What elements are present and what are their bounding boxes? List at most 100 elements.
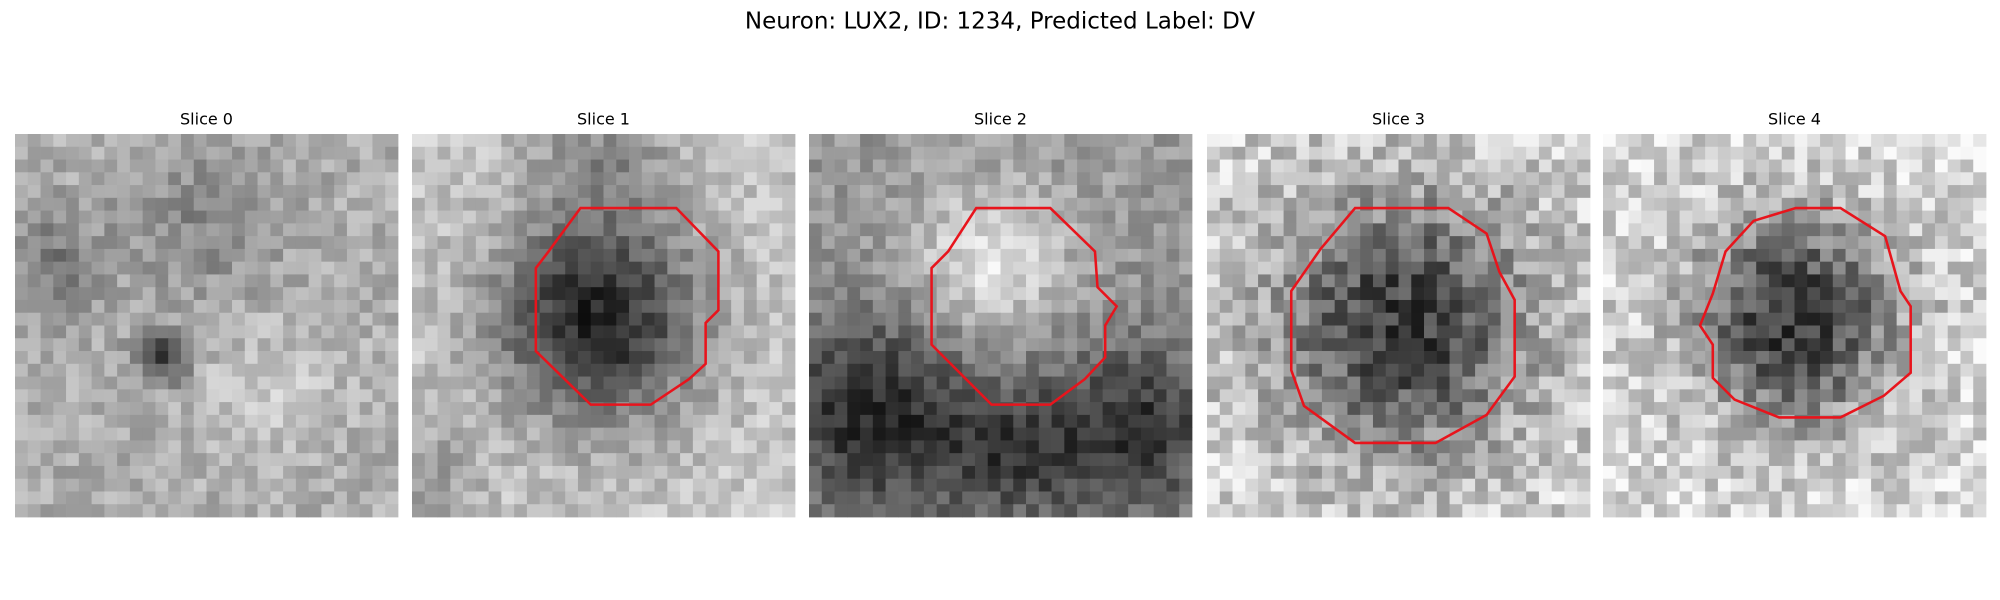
pixel bbox=[1475, 453, 1489, 467]
pixel bbox=[1026, 261, 1040, 275]
pixel bbox=[1883, 185, 1898, 199]
pixel bbox=[450, 146, 464, 160]
pixel bbox=[936, 414, 950, 429]
pixel bbox=[1258, 312, 1272, 326]
pixel bbox=[705, 427, 719, 441]
pixel bbox=[1475, 312, 1489, 326]
pixel bbox=[743, 478, 758, 492]
pixel bbox=[974, 185, 989, 199]
pixel bbox=[1321, 159, 1336, 173]
pixel bbox=[295, 223, 310, 237]
pixel bbox=[1705, 389, 1719, 403]
pixel bbox=[705, 172, 719, 186]
pixel bbox=[974, 427, 989, 441]
pixel bbox=[1475, 427, 1489, 441]
pixel bbox=[117, 236, 131, 250]
pixel bbox=[283, 338, 297, 352]
pixel bbox=[1245, 197, 1259, 211]
pixel bbox=[1411, 414, 1425, 429]
pixel bbox=[78, 504, 92, 518]
pixel bbox=[654, 504, 668, 518]
pixel bbox=[155, 146, 169, 160]
pixel bbox=[1679, 491, 1693, 505]
pixel bbox=[1232, 299, 1246, 314]
pixel bbox=[295, 440, 310, 454]
pixel bbox=[1219, 402, 1233, 416]
pixel bbox=[1628, 223, 1642, 237]
pixel bbox=[1781, 453, 1795, 467]
pixel bbox=[1845, 236, 1859, 250]
pixel bbox=[1577, 402, 1591, 416]
pixel bbox=[526, 223, 541, 237]
pixel bbox=[1730, 414, 1744, 429]
pixel bbox=[718, 146, 732, 160]
pixel bbox=[501, 146, 515, 160]
pixel bbox=[1411, 376, 1425, 390]
pixel bbox=[1896, 236, 1910, 250]
pixel bbox=[1000, 414, 1014, 429]
pixel bbox=[974, 351, 989, 365]
pixel bbox=[1909, 197, 1923, 211]
pixel bbox=[1960, 185, 1974, 199]
pixel bbox=[1628, 172, 1642, 186]
pixel bbox=[705, 159, 719, 173]
pixel bbox=[718, 363, 732, 377]
pixel bbox=[629, 325, 643, 339]
pixel bbox=[359, 197, 373, 211]
pixel bbox=[1577, 504, 1591, 518]
pixel bbox=[667, 159, 681, 173]
pixel bbox=[603, 210, 617, 224]
pixel bbox=[565, 146, 579, 160]
pixel bbox=[1577, 478, 1591, 492]
slice-image bbox=[1207, 134, 1591, 518]
pixel bbox=[1858, 287, 1872, 301]
pixel bbox=[1551, 414, 1565, 429]
pixel bbox=[769, 159, 783, 173]
pixel bbox=[1832, 351, 1846, 365]
pixel bbox=[1577, 274, 1591, 288]
pixel bbox=[424, 146, 438, 160]
pixel bbox=[104, 299, 118, 314]
pixel bbox=[1960, 248, 1974, 263]
pixel bbox=[1232, 134, 1246, 148]
pixel bbox=[565, 440, 579, 454]
pixel bbox=[1089, 146, 1104, 160]
pixel bbox=[219, 440, 233, 454]
pixel bbox=[1947, 274, 1961, 288]
pixel bbox=[40, 504, 54, 518]
pixel bbox=[987, 261, 1001, 275]
pixel bbox=[1500, 210, 1514, 224]
pixel bbox=[1064, 414, 1078, 429]
pixel bbox=[731, 453, 745, 467]
pixel bbox=[488, 504, 502, 518]
pixel bbox=[1500, 236, 1514, 250]
pixel bbox=[1730, 325, 1744, 339]
pixel bbox=[1013, 261, 1027, 275]
pixel bbox=[1807, 402, 1821, 416]
pixel bbox=[616, 274, 630, 288]
pixel bbox=[27, 478, 41, 492]
pixel bbox=[193, 325, 207, 339]
pixel bbox=[219, 197, 233, 211]
pixel bbox=[769, 363, 783, 377]
pixel bbox=[1679, 440, 1693, 454]
pixel bbox=[1526, 134, 1540, 148]
pixel bbox=[1064, 376, 1078, 390]
pixel bbox=[1500, 172, 1514, 186]
pixel bbox=[936, 299, 950, 314]
pixel bbox=[834, 146, 848, 160]
pixel bbox=[1551, 389, 1565, 403]
pixel bbox=[270, 338, 284, 352]
pixel bbox=[1436, 210, 1450, 224]
pixel bbox=[987, 248, 1001, 263]
pixel bbox=[1845, 261, 1859, 275]
pixel bbox=[603, 159, 617, 173]
pixel bbox=[1973, 325, 1987, 339]
pixel bbox=[372, 465, 386, 480]
pixel bbox=[654, 427, 668, 441]
pixel bbox=[809, 504, 823, 518]
pixel bbox=[1654, 172, 1668, 186]
pixel bbox=[1896, 504, 1910, 518]
pixel bbox=[244, 389, 258, 403]
pixel bbox=[1449, 236, 1463, 250]
